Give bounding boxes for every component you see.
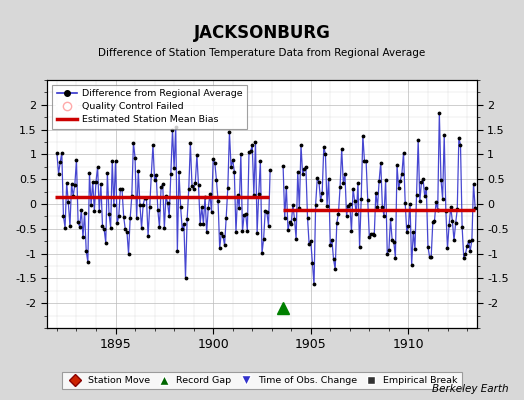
Text: Difference of Station Temperature Data from Regional Average: Difference of Station Temperature Data f… (99, 48, 425, 58)
Text: JACKSONBURG: JACKSONBURG (193, 24, 331, 42)
Text: Berkeley Earth: Berkeley Earth (432, 384, 508, 394)
Legend: Station Move, Record Gap, Time of Obs. Change, Empirical Break: Station Move, Record Gap, Time of Obs. C… (62, 372, 462, 389)
